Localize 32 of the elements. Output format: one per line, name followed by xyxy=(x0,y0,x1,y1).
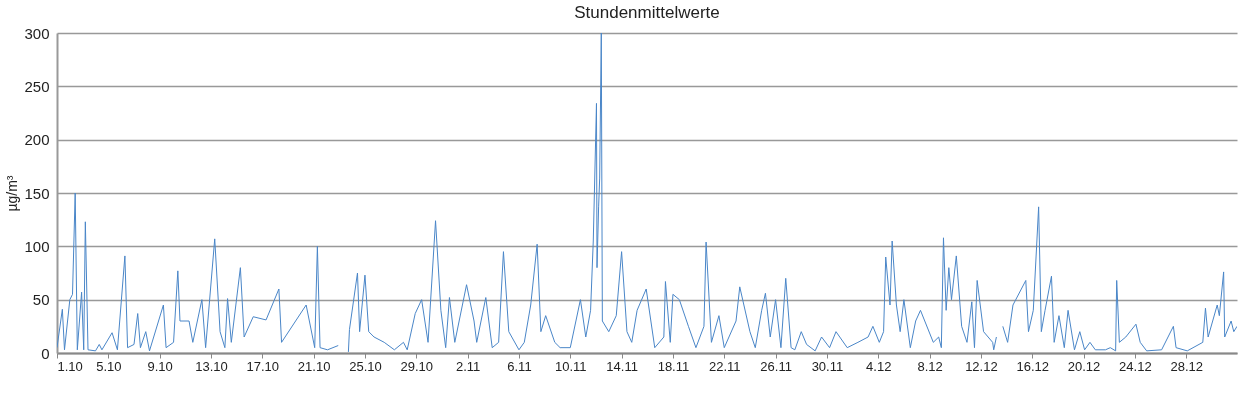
x-tick-label: 5.10 xyxy=(96,358,122,374)
chart-title: Stundenmittelwerte xyxy=(574,3,720,22)
y-tick-label: 250 xyxy=(24,77,50,95)
x-tick-label: 12.12 xyxy=(965,358,998,374)
x-tick-label: 14.11 xyxy=(606,358,638,374)
x-tick-label: 25.10 xyxy=(349,358,382,374)
x-tick-label: 22.11 xyxy=(708,358,741,374)
x-tick-label: 10.11 xyxy=(554,358,587,374)
y-tick-label: 100 xyxy=(24,237,50,255)
x-tick-label: 17.10 xyxy=(246,358,280,374)
x-tick-label: 9.10 xyxy=(147,358,173,374)
y-axis-title: µg/m³ xyxy=(4,175,21,212)
x-tick-label: 24.12 xyxy=(1119,358,1152,374)
y-tick-label: 200 xyxy=(24,131,50,149)
y-tick-label: 150 xyxy=(24,184,50,202)
y-tick-label: 0 xyxy=(41,344,50,362)
x-tick-label: 4.12 xyxy=(866,358,892,374)
x-tick-label: 2.11 xyxy=(455,358,481,374)
x-tick-label: 18.11 xyxy=(657,358,690,374)
x-tick-label: 8.12 xyxy=(917,358,943,374)
x-tick-label: 29.10 xyxy=(400,358,434,374)
x-tick-label: 13.10 xyxy=(195,358,228,374)
x-tick-label: 6.11 xyxy=(507,358,532,374)
x-tick-label: 30.11 xyxy=(811,358,844,374)
x-tick-label: 28.12 xyxy=(1170,358,1203,374)
y-tick-label: 300 xyxy=(24,24,50,42)
x-tick-label: 26.11 xyxy=(760,358,792,374)
x-tick-label: 21.10 xyxy=(297,358,331,374)
x-tick-label: 16.12 xyxy=(1016,358,1049,374)
x-tick-label: 1.10 xyxy=(57,358,83,374)
x-tick-label: 20.12 xyxy=(1067,358,1101,374)
y-tick-label: 50 xyxy=(32,291,50,309)
